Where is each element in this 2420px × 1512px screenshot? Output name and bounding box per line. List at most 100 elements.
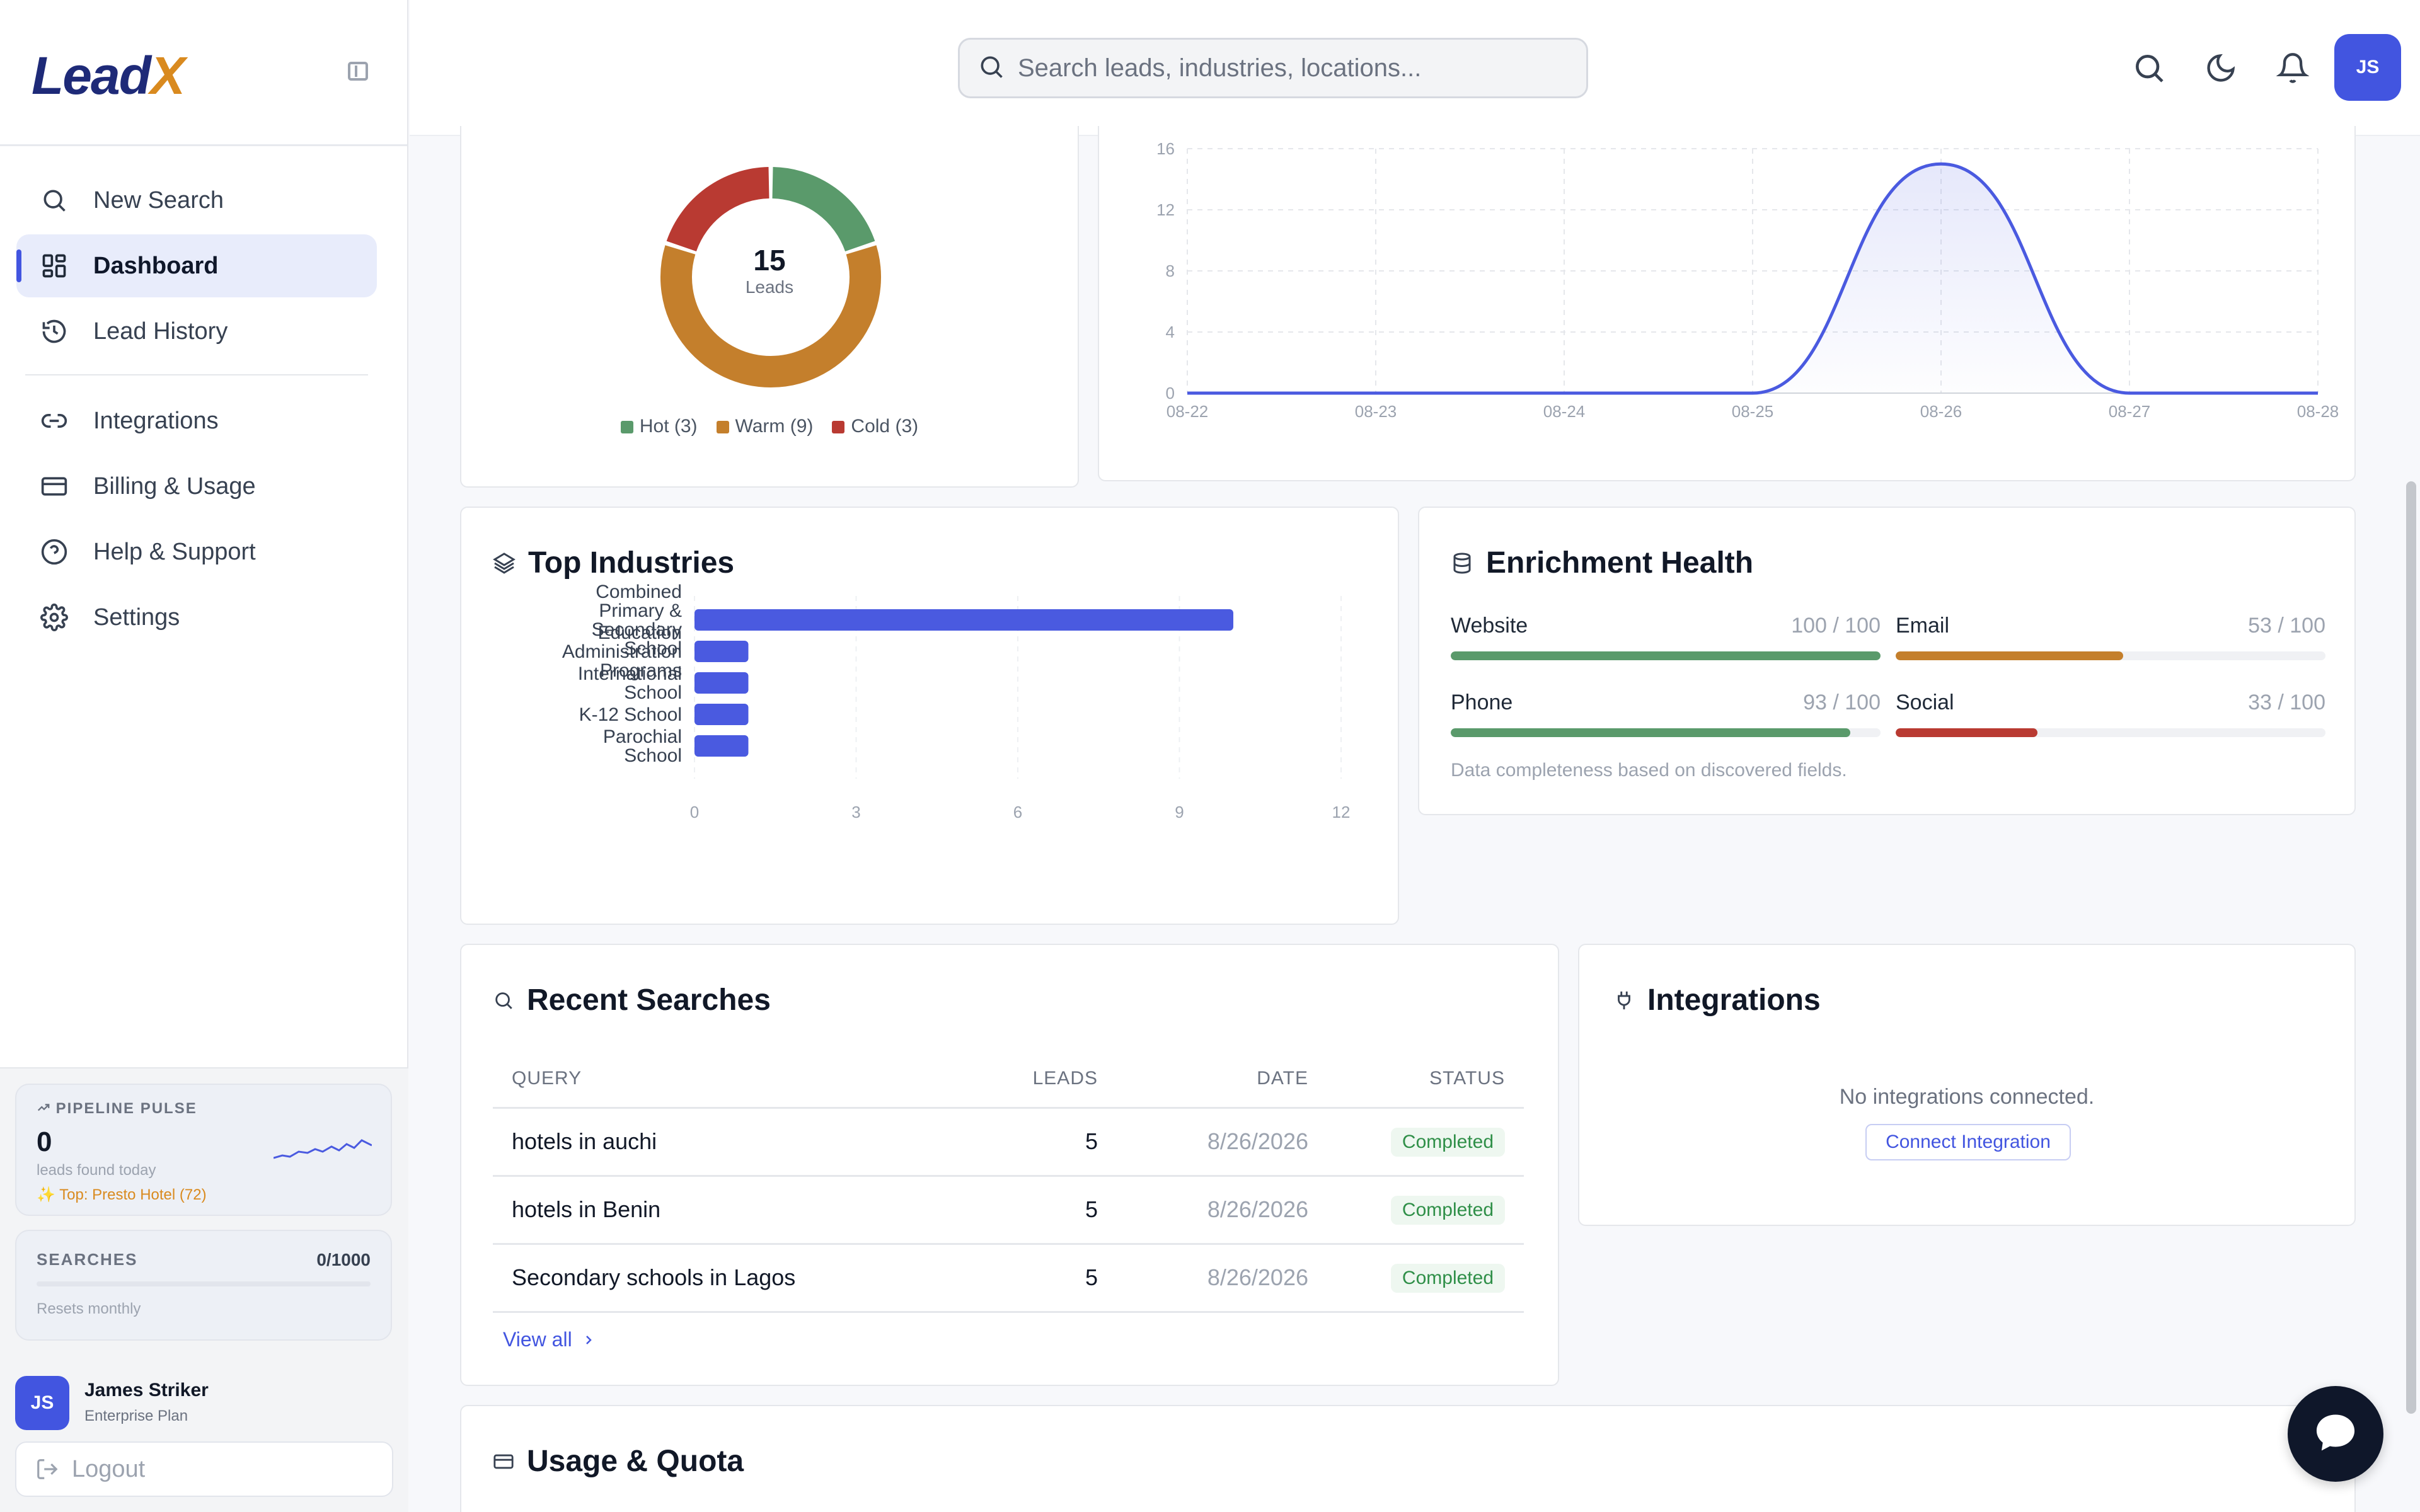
usage-quota-card: Usage & Quota bbox=[460, 1405, 2356, 1512]
y-tick-label: 12 bbox=[1156, 200, 1175, 219]
logout-label: Logout bbox=[72, 1455, 146, 1482]
x-tick-label: 08-26 bbox=[1920, 402, 1962, 421]
industry-bar[interactable] bbox=[694, 641, 749, 662]
category-label: School bbox=[624, 638, 682, 659]
leads-trend-card: 0 4 8 12 16 08-22 08-23 08-24 08-25 08-26 08-27 08-… bbox=[1098, 126, 2356, 481]
search-icon bbox=[39, 185, 69, 215]
pipeline-pulse-card[interactable]: PIPELINE PULSE 0 leads found today ✨ Top… bbox=[15, 1084, 392, 1216]
x-tick-label: 0 bbox=[690, 803, 699, 822]
metric-value: 100 / 100 bbox=[1791, 614, 1881, 638]
lead-temperature-donut bbox=[660, 167, 881, 387]
lead-temperature-card: 15 Leads Hot (3) Warm (9) Cold (3) bbox=[460, 126, 1079, 488]
y-tick-label: 16 bbox=[1156, 139, 1175, 158]
layers-icon bbox=[493, 552, 516, 575]
industry-bar[interactable] bbox=[694, 672, 749, 694]
industry-bar[interactable] bbox=[694, 704, 749, 725]
status-badge: Completed bbox=[1390, 1195, 1505, 1225]
donut-slice-warm[interactable] bbox=[660, 245, 881, 387]
metric-value: 53 / 100 bbox=[2248, 614, 2325, 638]
view-all-link[interactable]: View all bbox=[503, 1328, 596, 1351]
column-header-query: QUERY bbox=[493, 1051, 947, 1109]
category-label: School bbox=[624, 745, 682, 766]
user-profile[interactable]: JS James Striker Enterprise Plan bbox=[15, 1373, 393, 1430]
sidebar-item-billing[interactable]: Billing & Usage bbox=[16, 455, 377, 518]
industry-bar[interactable] bbox=[694, 609, 1233, 631]
status-badge: Completed bbox=[1390, 1127, 1505, 1157]
sidebar-footer: PIPELINE PULSE 0 leads found today ✨ Top… bbox=[0, 1067, 408, 1512]
date-cell: 8/26/2026 bbox=[1098, 1108, 1308, 1177]
table-row[interactable]: hotels in auchi 5 8/26/2026 Completed bbox=[493, 1108, 1524, 1177]
sidebar-item-label: Lead History bbox=[93, 318, 228, 345]
app-logo[interactable]: LeadX bbox=[32, 46, 185, 105]
sidebar-item-new-search[interactable]: New Search bbox=[16, 169, 377, 232]
sidebar-item-integrations[interactable]: Integrations bbox=[16, 389, 377, 452]
integrations-card: Integrations No integrations connected. … bbox=[1578, 944, 2356, 1226]
column-header-date: DATE bbox=[1098, 1051, 1308, 1109]
searches-progress-bar bbox=[37, 1281, 371, 1286]
x-tick-label: 12 bbox=[1332, 803, 1351, 822]
leads-area-fill bbox=[1187, 164, 2318, 393]
leads-trend-chart: 0 4 8 12 16 08-22 08-23 08-24 08-25 08-26 08-27 08-… bbox=[1156, 139, 2339, 421]
collapse-sidebar-icon[interactable] bbox=[348, 62, 368, 81]
avatar[interactable]: JS bbox=[2334, 34, 2401, 101]
sidebar-item-label: Settings bbox=[93, 604, 180, 631]
leads-series-line[interactable] bbox=[1187, 162, 2318, 395]
table-row[interactable]: hotels in Benin 5 8/26/2026 Completed bbox=[493, 1176, 1524, 1245]
donut-total-label: Leads bbox=[745, 277, 794, 297]
metric-label: Social bbox=[1896, 690, 1954, 714]
table-row[interactable]: Secondary schools in Lagos 5 8/26/2026 C… bbox=[493, 1244, 1524, 1313]
sidebar-item-help[interactable]: Help & Support bbox=[16, 520, 377, 583]
query-cell: hotels in Benin bbox=[493, 1176, 947, 1245]
sidebar-item-dashboard[interactable]: Dashboard bbox=[16, 234, 377, 297]
top-industries-title: Top Industries bbox=[493, 546, 734, 580]
category-label: K-12 School bbox=[579, 704, 682, 725]
sidebar-item-label: Billing & Usage bbox=[93, 472, 256, 500]
sidebar-item-label: Help & Support bbox=[93, 538, 256, 565]
usage-quota-title: Usage & Quota bbox=[493, 1444, 744, 1479]
search-icon[interactable] bbox=[2129, 48, 2169, 88]
x-tick-label: 08-22 bbox=[1167, 402, 1209, 421]
industry-bar[interactable] bbox=[694, 735, 749, 757]
donut-slice-cold[interactable] bbox=[666, 167, 770, 252]
sparkle-icon: ✨ bbox=[37, 1186, 60, 1203]
global-search[interactable] bbox=[958, 38, 1588, 98]
date-cell: 8/26/2026 bbox=[1098, 1244, 1308, 1313]
enrichment-title: Enrichment Health bbox=[1451, 546, 1753, 580]
y-tick-label: 0 bbox=[1166, 384, 1175, 403]
searches-label: SEARCHES bbox=[37, 1250, 138, 1269]
avatar[interactable]: JS bbox=[15, 1376, 69, 1430]
searches-quota-card: SEARCHES 0/1000 Resets monthly bbox=[15, 1230, 392, 1341]
connect-integration-button[interactable]: Connect Integration bbox=[1865, 1124, 2071, 1160]
history-icon bbox=[39, 316, 69, 346]
pipeline-pulse-value: 0 bbox=[37, 1126, 52, 1157]
sidebar: LeadX New Search Dashboard Lead History bbox=[0, 0, 408, 1512]
metric-label: Phone bbox=[1451, 690, 1513, 714]
donut-slice-hot[interactable] bbox=[771, 167, 875, 252]
sidebar-item-lead-history[interactable]: Lead History bbox=[16, 300, 377, 363]
status-cell: Completed bbox=[1308, 1108, 1524, 1177]
category-label: Administration bbox=[562, 641, 682, 662]
metric-label: Email bbox=[1896, 614, 1950, 638]
chevron-right-icon bbox=[581, 1332, 596, 1348]
column-header-leads: LEADS bbox=[947, 1051, 1098, 1109]
sidebar-item-settings[interactable]: Settings bbox=[16, 586, 377, 649]
integrations-empty-text: No integrations connected. bbox=[1839, 1085, 2095, 1109]
table-header-row: QUERY LEADS DATE STATUS bbox=[493, 1051, 1524, 1109]
recent-searches-table: QUERY LEADS DATE STATUS hotels in auchi … bbox=[493, 1051, 1524, 1313]
page-scrollbar[interactable] bbox=[2406, 481, 2416, 1414]
x-tick-label: 08-27 bbox=[2109, 402, 2151, 421]
logout-button[interactable]: Logout bbox=[15, 1441, 393, 1497]
moon-icon[interactable] bbox=[2201, 48, 2241, 88]
category-label: School bbox=[624, 682, 682, 703]
chat-support-button[interactable] bbox=[2288, 1386, 2383, 1482]
dashboard-grid-icon bbox=[39, 251, 69, 281]
user-plan: Enterprise Plan bbox=[84, 1407, 188, 1424]
database-icon bbox=[1451, 552, 1473, 575]
date-cell: 8/26/2026 bbox=[1098, 1176, 1308, 1245]
nav-divider bbox=[25, 374, 368, 375]
searches-reset-note: Resets monthly bbox=[37, 1300, 141, 1317]
search-input[interactable] bbox=[1018, 54, 1572, 83]
x-tick-label: 08-23 bbox=[1355, 402, 1397, 421]
bell-icon[interactable] bbox=[2273, 48, 2313, 88]
pipeline-pulse-subtitle: leads found today bbox=[37, 1162, 156, 1179]
